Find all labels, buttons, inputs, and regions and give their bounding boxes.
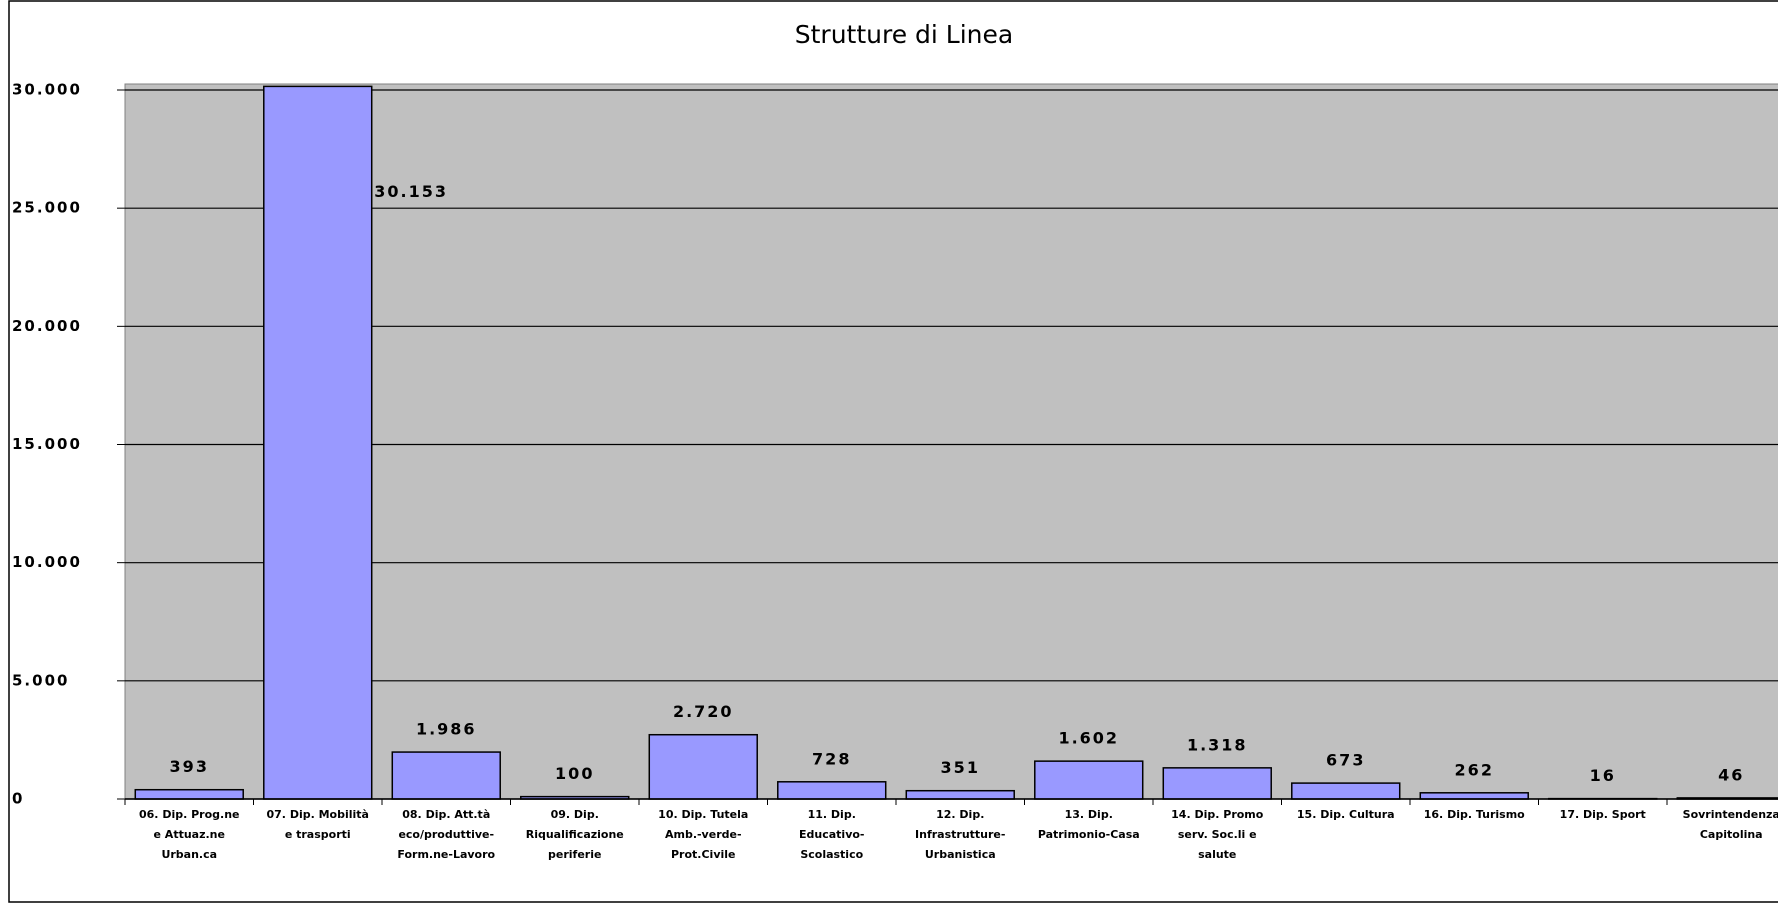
value-label: 673 (1326, 751, 1365, 770)
bar (1419, 792, 1529, 800)
bar (648, 733, 758, 800)
x-tick-label: 06. Dip. Prog.ne e Attuaz.ne Urban.ca (139, 808, 240, 861)
bar (905, 789, 1015, 800)
value-label: 262 (1455, 760, 1494, 779)
bar (391, 751, 501, 800)
x-tick-label: 16. Dip. Turismo (1423, 808, 1525, 821)
value-label: 30.153 (374, 182, 448, 201)
value-label: 1.986 (416, 720, 477, 739)
y-tick-label: 20.000 (12, 317, 82, 335)
value-label: 1.602 (1058, 729, 1119, 748)
value-label: 728 (812, 749, 851, 768)
y-tick-label: 30.000 (12, 81, 82, 99)
x-tick-label: 13. Dip. Patrimonio-Casa (1037, 808, 1140, 841)
y-tick-label: 5.000 (12, 671, 69, 689)
y-tick-label: 25.000 (12, 199, 82, 217)
x-tick-label: Sovrintendenza Capitolina (1682, 808, 1778, 841)
chart-title: Strutture di Linea (795, 20, 1013, 49)
x-tick-label: 10. Dip. Tutela Amb.-verde- Prot.Civile (658, 808, 749, 861)
value-label: 100 (555, 764, 594, 783)
x-tick-label: 09. Dip. Riqualificazione periferie (525, 808, 624, 861)
x-tick-label: 15. Dip. Cultura (1296, 808, 1395, 821)
plot-area (124, 83, 1778, 800)
value-label: 16 (1590, 766, 1616, 785)
x-tick-label: 17. Dip. Sport (1559, 808, 1646, 821)
y-tick-label: 15.000 (12, 435, 82, 453)
value-label: 1.318 (1187, 735, 1248, 754)
y-tick-label: 0 (12, 790, 24, 808)
x-tick-label: 12. Dip. Infrastrutture- Urbanistica (915, 808, 1006, 861)
bar (777, 781, 887, 800)
value-label: 2.720 (673, 702, 734, 721)
x-tick-label: 08. Dip. Att.tà eco/produttive- Form.ne-… (397, 808, 496, 861)
bar (263, 85, 373, 800)
bar (134, 788, 244, 800)
value-label: 46 (1718, 765, 1744, 784)
value-label: 351 (941, 758, 980, 777)
x-tick-label: 14. Dip. Promo serv. Soc.li e salute (1171, 808, 1264, 861)
x-tick-label: 11. Dip. Educativo- Scolastico (799, 808, 865, 861)
bar (1291, 782, 1401, 800)
bar (1034, 760, 1144, 800)
value-label: 393 (170, 757, 209, 776)
bar (1162, 767, 1272, 800)
x-tick-label: 07. Dip. Mobilità e trasporti (266, 808, 369, 841)
y-tick-label: 10.000 (12, 553, 82, 571)
